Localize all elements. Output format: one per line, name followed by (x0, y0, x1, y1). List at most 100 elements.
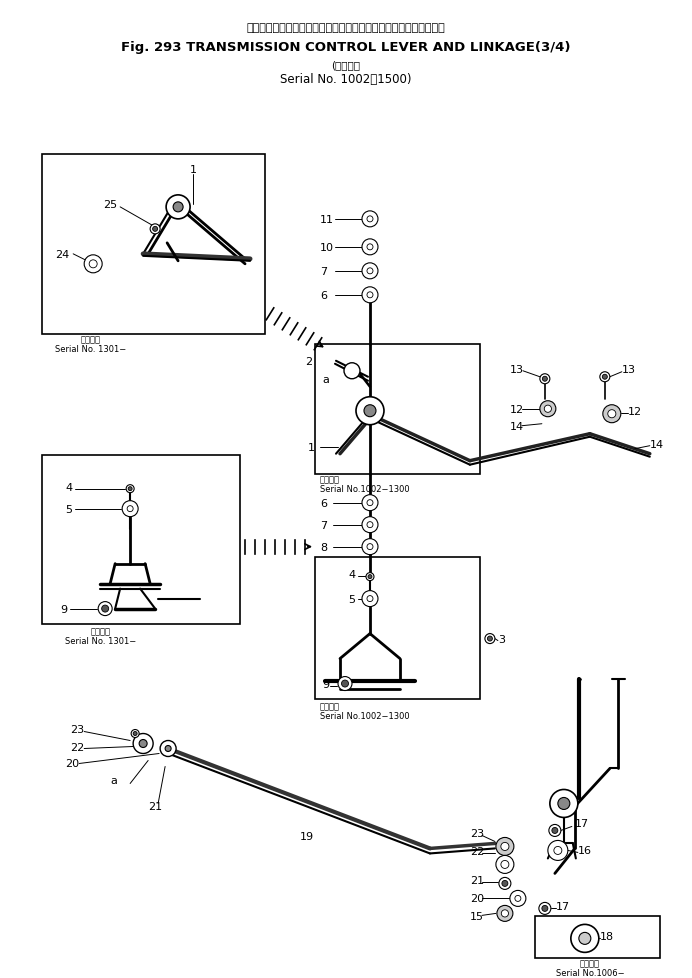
Circle shape (579, 932, 591, 945)
Text: 23: 23 (70, 724, 84, 734)
Text: 5: 5 (65, 504, 72, 514)
Circle shape (362, 591, 378, 607)
Text: 13: 13 (510, 365, 524, 375)
Circle shape (368, 575, 372, 579)
Text: Serial No.1006−: Serial No.1006− (556, 968, 624, 977)
Circle shape (501, 842, 509, 851)
Circle shape (554, 847, 562, 855)
Text: 1: 1 (190, 164, 197, 175)
Text: 20: 20 (65, 759, 80, 769)
Text: 適用号機: 適用号機 (80, 334, 100, 344)
Circle shape (128, 487, 132, 491)
Text: 適用号機: 適用号機 (580, 958, 600, 968)
Circle shape (496, 856, 514, 873)
Circle shape (362, 517, 378, 533)
Circle shape (367, 544, 373, 550)
Circle shape (362, 263, 378, 280)
Circle shape (367, 269, 373, 275)
Circle shape (367, 244, 373, 250)
Circle shape (501, 910, 509, 917)
Text: 9: 9 (60, 604, 67, 614)
Text: a: a (110, 776, 117, 785)
Text: 1: 1 (308, 442, 315, 452)
Text: 20: 20 (470, 894, 484, 904)
Text: 適用号機: 適用号機 (320, 701, 340, 710)
Circle shape (552, 827, 558, 833)
Circle shape (344, 364, 360, 379)
Circle shape (98, 602, 112, 616)
Circle shape (153, 227, 158, 232)
Circle shape (362, 240, 378, 255)
Text: a: a (322, 375, 329, 384)
Text: 適用号機: 適用号機 (320, 474, 340, 484)
Circle shape (496, 837, 514, 856)
Text: 14: 14 (650, 439, 664, 449)
Text: Serial No. 1002〜1500): Serial No. 1002〜1500) (280, 73, 412, 86)
Circle shape (362, 211, 378, 228)
Circle shape (540, 375, 550, 384)
Text: 6: 6 (320, 498, 327, 509)
Circle shape (139, 739, 147, 748)
Circle shape (367, 500, 373, 507)
Text: Fig. 293 TRANSMISSION CONTROL LEVER AND LINKAGE(3/4): Fig. 293 TRANSMISSION CONTROL LEVER AND … (121, 41, 571, 55)
Circle shape (87, 258, 99, 271)
Text: 22: 22 (70, 741, 84, 752)
Circle shape (542, 906, 548, 911)
Text: 10: 10 (320, 243, 334, 252)
Text: 適用号機: 適用号機 (90, 627, 110, 636)
Circle shape (338, 677, 352, 690)
Text: 5: 5 (348, 594, 355, 604)
Text: (適用号機: (適用号機 (331, 60, 361, 69)
Text: Serial No. 1301−: Serial No. 1301− (64, 637, 136, 645)
Text: 7: 7 (320, 267, 327, 277)
Circle shape (571, 924, 599, 953)
Text: 22: 22 (470, 847, 484, 857)
Text: 7: 7 (320, 520, 327, 530)
Circle shape (165, 746, 171, 752)
Text: 4: 4 (65, 482, 72, 492)
Bar (315, 344, 480, 474)
Bar (535, 916, 659, 958)
Circle shape (367, 217, 373, 223)
Circle shape (166, 196, 190, 220)
Text: 17: 17 (556, 902, 570, 911)
Circle shape (90, 261, 96, 268)
Circle shape (558, 798, 570, 810)
Text: 8: 8 (320, 542, 327, 552)
Text: 14: 14 (510, 422, 524, 431)
Circle shape (540, 401, 556, 418)
Circle shape (356, 397, 384, 425)
Circle shape (150, 225, 160, 235)
Circle shape (550, 789, 578, 818)
Text: 19: 19 (300, 831, 314, 842)
Bar (315, 557, 480, 699)
Circle shape (89, 260, 97, 269)
Text: Serial No.1002−1300: Serial No.1002−1300 (320, 711, 410, 720)
Bar (42, 455, 240, 624)
Circle shape (133, 734, 153, 754)
Text: 6: 6 (320, 290, 327, 300)
Text: 13: 13 (622, 365, 636, 375)
Circle shape (485, 634, 495, 644)
Text: 17: 17 (575, 819, 589, 828)
Circle shape (342, 681, 349, 688)
Text: 4: 4 (348, 569, 355, 579)
Circle shape (497, 906, 513, 921)
Text: 18: 18 (600, 931, 614, 942)
Text: 24: 24 (55, 249, 69, 259)
Circle shape (602, 375, 608, 379)
Circle shape (102, 605, 109, 612)
Text: 15: 15 (470, 911, 484, 921)
Circle shape (366, 573, 374, 581)
Circle shape (173, 202, 183, 212)
Circle shape (133, 732, 137, 735)
Circle shape (364, 405, 376, 418)
Circle shape (543, 377, 547, 381)
Circle shape (126, 485, 134, 493)
Bar (42, 155, 265, 334)
Circle shape (499, 877, 511, 890)
Text: 25: 25 (103, 200, 117, 209)
Circle shape (84, 255, 102, 274)
Circle shape (367, 596, 373, 602)
Circle shape (367, 522, 373, 528)
